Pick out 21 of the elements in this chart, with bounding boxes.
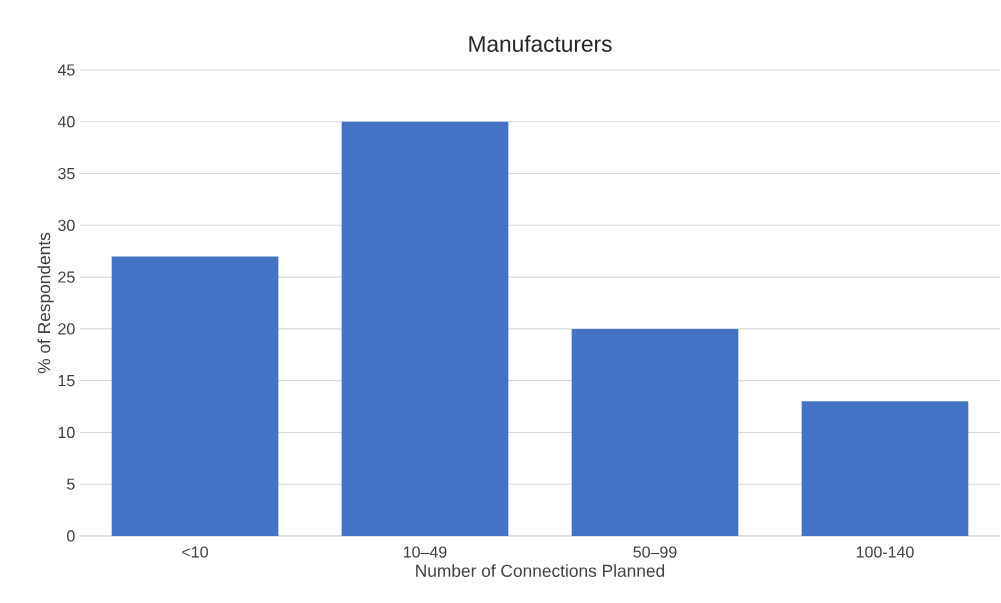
x-tick-label: 100-140 [856,546,914,558]
chart-title: Manufacturers [469,35,612,52]
y-tick-label: 40 [57,116,75,128]
bar [341,121,509,536]
y-tick-label: 5 [67,478,75,490]
bar [571,328,739,536]
x-tick-label: 50–99 [633,546,677,558]
y-tick-label: 10 [58,426,75,439]
y-tick-label: 25 [58,271,75,283]
bar [801,401,969,536]
y-tick-label: 45 [57,64,75,76]
x-axis-title: Number of Connections Planned [416,564,665,577]
y-tick-label: 0 [67,530,75,542]
y-tick-label: 30 [58,219,75,231]
y-axis-title: % of Respondents [37,232,54,374]
x-tick-label: <10 [182,546,208,558]
y-tick-label: 35 [58,167,75,180]
x-tick-label: 10–49 [403,546,447,558]
y-tick-label: 15 [58,375,75,387]
bar [111,256,279,536]
y-tick-label: 20 [58,323,75,335]
